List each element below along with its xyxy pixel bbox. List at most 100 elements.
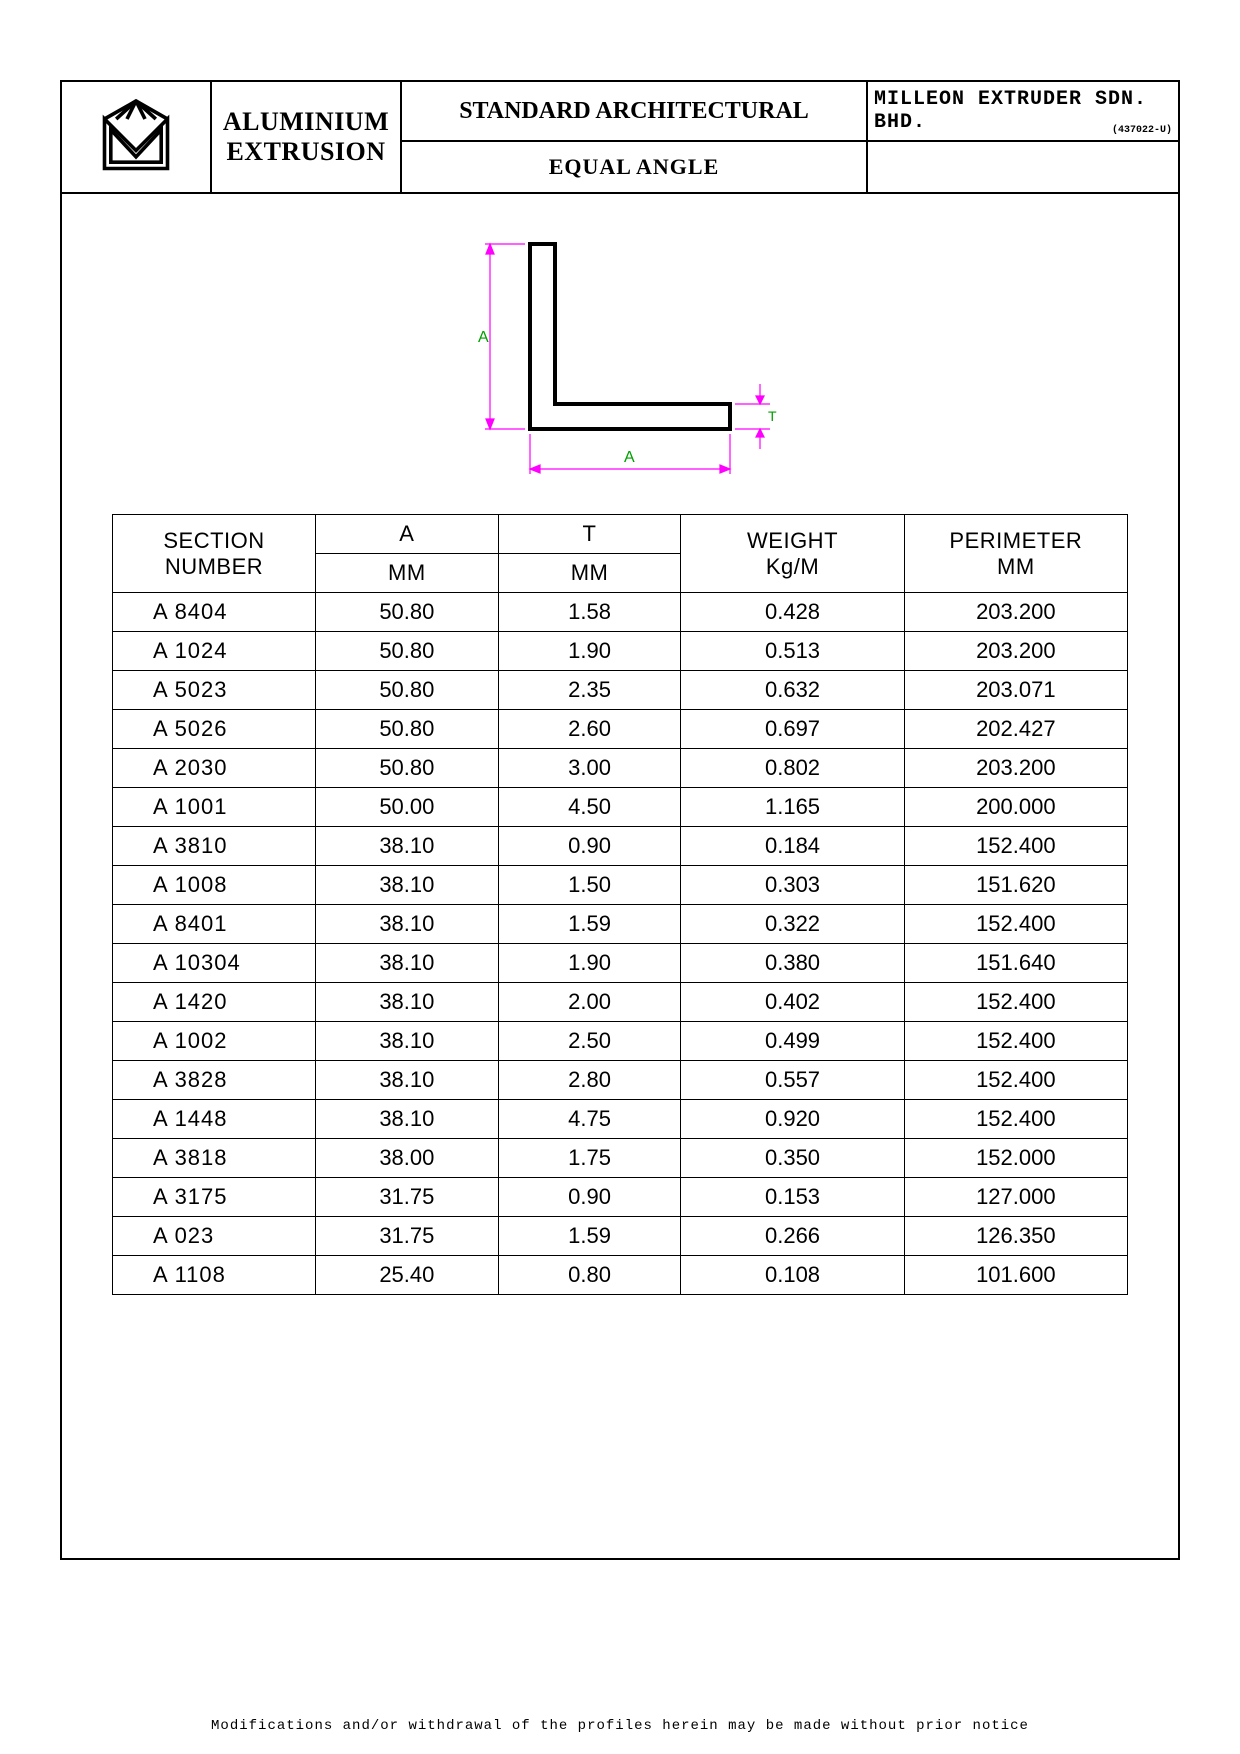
cell-perimeter: 127.000: [904, 1178, 1127, 1217]
dimension-t: [735, 384, 770, 449]
cell-section: A 1420: [113, 983, 316, 1022]
cell-a: 38.10: [316, 866, 499, 905]
cell-perimeter: 202.427: [904, 710, 1127, 749]
cell-a: 25.40: [316, 1256, 499, 1295]
table-row: A 381838.001.750.350152.000: [113, 1139, 1128, 1178]
table-header: SECTION NUMBER A T WEIGHT Kg/M PERIMETER…: [113, 515, 1128, 593]
cell-t: 2.60: [498, 710, 681, 749]
cell-t: 0.80: [498, 1256, 681, 1295]
cell-weight: 0.557: [681, 1061, 904, 1100]
col-a-symbol: A: [316, 515, 499, 554]
table-row: A 100838.101.500.303151.620: [113, 866, 1128, 905]
cell-t: 1.59: [498, 905, 681, 944]
empty-cell: [868, 142, 1178, 192]
table-row: A 1030438.101.900.380151.640: [113, 944, 1128, 983]
cell-weight: 0.303: [681, 866, 904, 905]
footer-disclaimer: Modifications and/or withdrawal of the p…: [0, 1718, 1240, 1734]
table-body: A 840450.801.580.428203.200A 102450.801.…: [113, 593, 1128, 1295]
cell-section: A 5026: [113, 710, 316, 749]
table-row: A 317531.750.900.153127.000: [113, 1178, 1128, 1217]
cell-t: 3.00: [498, 749, 681, 788]
cell-weight: 0.108: [681, 1256, 904, 1295]
cell-a: 50.80: [316, 749, 499, 788]
cell-weight: 0.184: [681, 827, 904, 866]
cell-t: 0.90: [498, 1178, 681, 1217]
cell-section: A 3828: [113, 1061, 316, 1100]
cell-perimeter: 152.400: [904, 1100, 1127, 1139]
cell-a: 31.75: [316, 1217, 499, 1256]
cell-section: A 1008: [113, 866, 316, 905]
cell-a: 38.10: [316, 905, 499, 944]
cell-section: A 3818: [113, 1139, 316, 1178]
cell-t: 1.75: [498, 1139, 681, 1178]
cell-a: 31.75: [316, 1178, 499, 1217]
cell-weight: 0.350: [681, 1139, 904, 1178]
cell-section: A 1001: [113, 788, 316, 827]
cell-section: A 8401: [113, 905, 316, 944]
table-row: A 840450.801.580.428203.200: [113, 593, 1128, 632]
table-row: A 110825.400.800.108101.600: [113, 1256, 1128, 1295]
cell-perimeter: 151.620: [904, 866, 1127, 905]
cell-perimeter: 151.640: [904, 944, 1127, 983]
cell-section: A 1448: [113, 1100, 316, 1139]
table-row: A 382838.102.800.557152.400: [113, 1061, 1128, 1100]
cell-weight: 0.920: [681, 1100, 904, 1139]
cell-weight: 0.513: [681, 632, 904, 671]
cell-t: 1.90: [498, 944, 681, 983]
cell-perimeter: 101.600: [904, 1256, 1127, 1295]
cell-t: 2.00: [498, 983, 681, 1022]
cell-perimeter: 203.200: [904, 749, 1127, 788]
angle-profile-svg: A A T: [360, 204, 880, 504]
cell-section: A 2030: [113, 749, 316, 788]
cell-t: 1.59: [498, 1217, 681, 1256]
cell-a: 50.80: [316, 671, 499, 710]
cell-t: 1.90: [498, 632, 681, 671]
table-row: A 100150.004.501.165200.000: [113, 788, 1128, 827]
cell-t: 1.58: [498, 593, 681, 632]
cell-section: A 3810: [113, 827, 316, 866]
table-row: A 840138.101.590.322152.400: [113, 905, 1128, 944]
cell-section: A 8404: [113, 593, 316, 632]
table-row: A 100238.102.500.499152.400: [113, 1022, 1128, 1061]
cell-perimeter: 126.350: [904, 1217, 1127, 1256]
company-reg-no: (437022-U): [1112, 125, 1172, 136]
cell-perimeter: 152.400: [904, 1061, 1127, 1100]
cell-weight: 0.380: [681, 944, 904, 983]
series-title-label: STANDARD ARCHITECTURAL: [459, 98, 809, 124]
title-block: ALUMINIUM EXTRUSION STANDARD ARCHITECTUR…: [62, 82, 1178, 194]
col-section: SECTION NUMBER: [113, 515, 316, 593]
series-title: STANDARD ARCHITECTURAL: [402, 82, 868, 142]
cell-weight: 0.322: [681, 905, 904, 944]
product-category: ALUMINIUM EXTRUSION: [212, 82, 402, 192]
col-t-unit: MM: [498, 554, 681, 593]
cell-perimeter: 203.200: [904, 593, 1127, 632]
cell-t: 4.50: [498, 788, 681, 827]
cell-a: 38.10: [316, 983, 499, 1022]
cell-a: 50.00: [316, 788, 499, 827]
label-t: T: [768, 408, 777, 424]
cell-perimeter: 152.000: [904, 1139, 1127, 1178]
cell-t: 2.80: [498, 1061, 681, 1100]
col-t-symbol: T: [498, 515, 681, 554]
dimension-a-vertical: [485, 244, 525, 429]
cell-weight: 1.165: [681, 788, 904, 827]
cell-perimeter: 200.000: [904, 788, 1127, 827]
table-row: A 02331.751.590.266126.350: [113, 1217, 1128, 1256]
label-a-vertical: A: [478, 329, 489, 346]
cell-a: 38.10: [316, 1022, 499, 1061]
cell-section: A 10304: [113, 944, 316, 983]
cell-a: 38.10: [316, 944, 499, 983]
cell-section: A 1002: [113, 1022, 316, 1061]
cell-weight: 0.499: [681, 1022, 904, 1061]
angle-outline: [530, 244, 730, 429]
table-row: A 381038.100.900.184152.400: [113, 827, 1128, 866]
cell-t: 4.75: [498, 1100, 681, 1139]
table-row: A 144838.104.750.920152.400: [113, 1100, 1128, 1139]
cell-t: 2.50: [498, 1022, 681, 1061]
cell-perimeter: 152.400: [904, 1022, 1127, 1061]
table-row: A 203050.803.000.802203.200: [113, 749, 1128, 788]
cell-weight: 0.266: [681, 1217, 904, 1256]
profile-type-label: EQUAL ANGLE: [549, 154, 720, 180]
page: ALUMINIUM EXTRUSION STANDARD ARCHITECTUR…: [0, 0, 1240, 1754]
cell-weight: 0.428: [681, 593, 904, 632]
